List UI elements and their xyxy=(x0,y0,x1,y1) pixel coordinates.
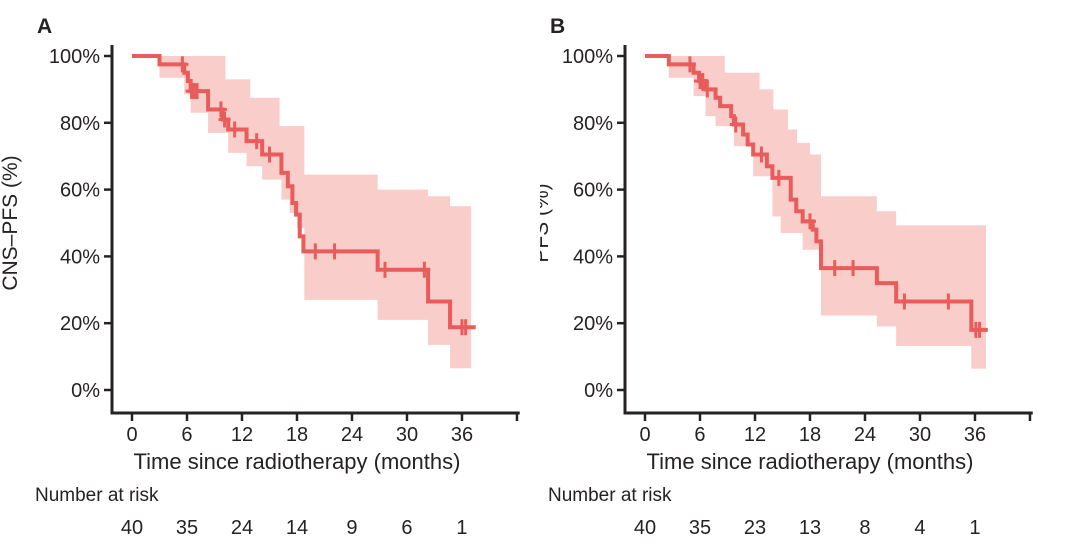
y-tick-label: 80% xyxy=(573,113,613,135)
number-at-risk-label: Number at risk xyxy=(35,485,159,506)
panel-b-pfs: 0% 20% 40% 60% 80% 100% 0 6 12 18 24 30 36 B Time sinc… xyxy=(540,0,1080,551)
number-at-risk-label: Number at risk xyxy=(548,485,672,506)
x-tick-label: 12 xyxy=(744,424,766,446)
x-tick-label: 36 xyxy=(964,424,986,446)
number-at-risk-value: 23 xyxy=(744,517,766,539)
number-at-risk-value: 40 xyxy=(634,517,656,539)
number-at-risk-value: 24 xyxy=(231,517,253,539)
y-tick-label: 60% xyxy=(60,180,100,202)
y-tick-label: 20% xyxy=(573,313,613,335)
x-tick-label: 0 xyxy=(126,424,137,446)
number-at-risk-value: 35 xyxy=(689,517,711,539)
y-tick-label: 60% xyxy=(573,180,613,202)
x-tick-label: 6 xyxy=(694,424,705,446)
x-axis-title: Time since radiotherapy (months) xyxy=(134,449,461,474)
y-tick-label: 80% xyxy=(60,113,100,135)
y-tick-label: 100% xyxy=(562,46,613,68)
x-tick-label: 18 xyxy=(286,424,308,446)
number-at-risk-value: 1 xyxy=(456,517,467,539)
y-tick-label: 20% xyxy=(60,313,100,335)
number-at-risk-value: 4 xyxy=(914,517,925,539)
y-tick-label: 0% xyxy=(584,380,613,402)
y-axis-title: PFS (%) xyxy=(540,183,553,262)
panel-a-cns-pfs: 0% 20% 40% 60% 80% 100% 0 6 12 18 24 30 36 A Time sinc… xyxy=(0,15,520,539)
x-tick-label: 6 xyxy=(181,424,192,446)
number-at-risk-value: 9 xyxy=(346,517,357,539)
x-tick-label: 36 xyxy=(451,424,473,446)
y-axis-title: CNS–PFS (%) xyxy=(0,155,22,290)
y-tick-label: 0% xyxy=(71,380,100,402)
number-at-risk-value: 8 xyxy=(859,517,870,539)
number-at-risk-value: 6 xyxy=(401,517,412,539)
x-tick-label: 12 xyxy=(231,424,253,446)
x-tick-label: 30 xyxy=(909,424,931,446)
y-tick-label: 40% xyxy=(60,246,100,268)
x-tick-label: 24 xyxy=(341,424,363,446)
y-tick-label: 40% xyxy=(573,246,613,268)
number-at-risk-value: 1 xyxy=(969,517,980,539)
number-at-risk-value: 14 xyxy=(286,517,308,539)
number-at-risk-value: 40 xyxy=(121,517,143,539)
number-at-risk-value: 35 xyxy=(176,517,198,539)
confidence-band xyxy=(159,56,472,369)
number-at-risk-value: 13 xyxy=(799,517,821,539)
km-panel-a: 0% 20% 40% 60% 80% 100% 0 6 12 18 24 30 36 A Time sinc… xyxy=(0,15,520,539)
panel-letter: A xyxy=(37,15,52,38)
x-axis-title: Time since radiotherapy (months) xyxy=(647,449,974,474)
y-tick-label: 100% xyxy=(49,46,100,68)
confidence-band xyxy=(668,56,986,369)
x-tick-label: 30 xyxy=(396,424,418,446)
panel-letter: B xyxy=(550,15,565,38)
x-tick-label: 24 xyxy=(854,424,876,446)
x-tick-label: 0 xyxy=(639,424,650,446)
x-tick-label: 18 xyxy=(799,424,821,446)
